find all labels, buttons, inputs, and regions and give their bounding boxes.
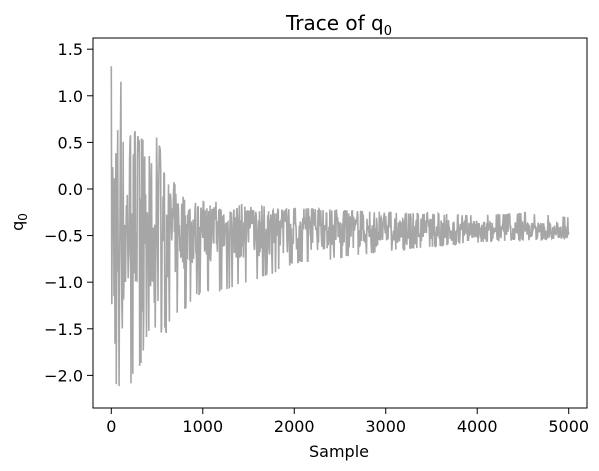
- y-tick-label: −1.0: [44, 273, 83, 292]
- y-tick-label: −2.0: [44, 366, 83, 385]
- x-tick-label: 5000: [548, 417, 589, 436]
- y-tick-label: 1.5: [58, 40, 83, 59]
- x-tick-label: 3000: [365, 417, 406, 436]
- y-axis-label: q0: [8, 213, 30, 231]
- x-tick-label: 2000: [274, 417, 315, 436]
- x-axis-label: Sample: [309, 442, 369, 461]
- series-layer: [110, 66, 570, 387]
- y-tick-label: 0.5: [58, 133, 83, 152]
- x-tick-label: 0: [106, 417, 116, 436]
- y-tick-label: 0.0: [58, 180, 83, 199]
- x-tick-label: 4000: [457, 417, 498, 436]
- x-tick-label: 1000: [182, 417, 223, 436]
- series-trace-line: [110, 66, 570, 387]
- plot-frame: [92, 37, 588, 409]
- y-tick-label: −1.5: [44, 320, 83, 339]
- y-tick-label: 1.0: [58, 87, 83, 106]
- chart-title: Trace of q0: [285, 11, 392, 39]
- axes-layer: 0 1000 2000 3000 4000 5000 1.5 1.0 0.5 0.0 −0.5 −1.…: [44, 37, 589, 436]
- y-tick-label: −0.5: [44, 227, 83, 246]
